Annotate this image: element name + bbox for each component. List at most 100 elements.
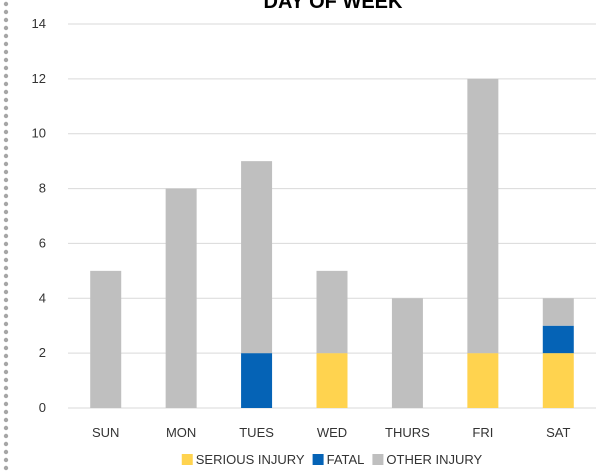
border-dot xyxy=(3,113,9,119)
border-dot xyxy=(3,177,9,183)
bar-segment-fatal xyxy=(241,353,273,408)
bar-segment-other-injury xyxy=(90,270,122,408)
y-tick-label: 12 xyxy=(32,71,46,86)
border-dot xyxy=(3,273,9,279)
border-dot xyxy=(3,233,9,239)
border-dot xyxy=(3,361,9,367)
border-dot xyxy=(3,289,9,295)
legend-swatch xyxy=(372,454,384,465)
border-dot xyxy=(3,393,9,399)
border-dot xyxy=(3,185,9,191)
y-axis-ticks: 0 2 4 6 8 10 12 14 xyxy=(32,16,46,415)
bar-segment-fatal xyxy=(542,325,574,354)
border-dot xyxy=(3,81,9,87)
legend-label: SERIOUS INJURY xyxy=(196,452,305,467)
bar-segment-other-injury xyxy=(391,298,423,408)
border-dot xyxy=(3,217,9,223)
border-dot xyxy=(3,345,9,351)
y-tick-label: 8 xyxy=(39,181,46,196)
border-dot xyxy=(3,409,9,415)
x-tick-label: WED xyxy=(317,425,347,440)
y-tick-label: 2 xyxy=(39,345,46,360)
legend-swatch xyxy=(312,454,324,465)
bar-segment-serious-injury xyxy=(542,353,574,408)
border-dot xyxy=(3,281,9,287)
border-dot xyxy=(3,145,9,151)
border-dot xyxy=(3,313,9,319)
border-dot xyxy=(3,465,9,471)
border-dot xyxy=(3,225,9,231)
bar-segment-other-injury xyxy=(165,188,197,408)
chart-title: DAY OF WEEK xyxy=(264,0,403,13)
border-dot xyxy=(3,457,9,463)
y-tick-label: 14 xyxy=(32,16,46,31)
x-tick-label: SUN xyxy=(92,425,119,440)
border-dot xyxy=(3,193,9,199)
border-dot xyxy=(3,169,9,175)
border-dot xyxy=(3,121,9,127)
border-dot xyxy=(3,73,9,79)
border-dot xyxy=(3,17,9,23)
x-tick-label: TUES xyxy=(239,425,274,440)
bars xyxy=(90,78,574,408)
border-dot xyxy=(3,369,9,375)
y-tick-label: 0 xyxy=(39,400,46,415)
border-dot xyxy=(3,9,9,15)
border-dot xyxy=(3,57,9,63)
border-dot xyxy=(3,89,9,95)
border-dot xyxy=(3,25,9,31)
bar-segment-serious-injury xyxy=(467,353,499,408)
border-dot xyxy=(3,97,9,103)
border-dot xyxy=(3,137,9,143)
border-dot xyxy=(3,377,9,383)
border-dot xyxy=(3,401,9,407)
bar-segment-other-injury xyxy=(241,161,273,354)
x-tick-label: SAT xyxy=(546,425,570,440)
legend-label: OTHER INJURY xyxy=(386,452,482,467)
x-tick-label: MON xyxy=(166,425,196,440)
border-dot xyxy=(3,1,9,7)
border-dot xyxy=(3,129,9,135)
border-dot xyxy=(3,41,9,47)
border-dot xyxy=(3,329,9,335)
border-dot xyxy=(3,265,9,271)
x-axis-ticks: SUN MON TUES WED THURS FRI SAT xyxy=(92,425,571,440)
border-dot xyxy=(3,161,9,167)
border-dot xyxy=(3,337,9,343)
y-tick-label: 4 xyxy=(39,290,46,305)
border-dot xyxy=(3,153,9,159)
border-dot xyxy=(3,209,9,215)
border-dot xyxy=(3,33,9,39)
legend: SERIOUS INJURY FATAL OTHER INJURY xyxy=(181,452,483,467)
legend-label: FATAL xyxy=(327,452,365,467)
y-tick-label: 10 xyxy=(32,126,46,141)
border-dot xyxy=(3,417,9,423)
gridlines xyxy=(68,23,596,409)
border-dot xyxy=(3,249,9,255)
dotted-border xyxy=(3,1,9,471)
legend-swatch xyxy=(181,454,193,465)
border-dot xyxy=(3,297,9,303)
border-dot xyxy=(3,321,9,327)
border-dot xyxy=(3,201,9,207)
bar-segment-other-injury xyxy=(542,298,574,326)
border-dot xyxy=(3,105,9,111)
border-dot xyxy=(3,441,9,447)
bar-segment-other-injury xyxy=(467,78,499,354)
bar-segment-other-injury xyxy=(316,270,348,354)
x-tick-label: FRI xyxy=(472,425,493,440)
border-dot xyxy=(3,241,9,247)
border-dot xyxy=(3,385,9,391)
border-dot xyxy=(3,257,9,263)
bar-segment-serious-injury xyxy=(316,353,348,408)
border-dot xyxy=(3,49,9,55)
border-dot xyxy=(3,449,9,455)
border-dot xyxy=(3,433,9,439)
border-dot xyxy=(3,305,9,311)
x-tick-label: THURS xyxy=(385,425,430,440)
y-tick-label: 6 xyxy=(39,235,46,250)
border-dot xyxy=(3,425,9,431)
border-dot xyxy=(3,353,9,359)
border-dot xyxy=(3,65,9,71)
